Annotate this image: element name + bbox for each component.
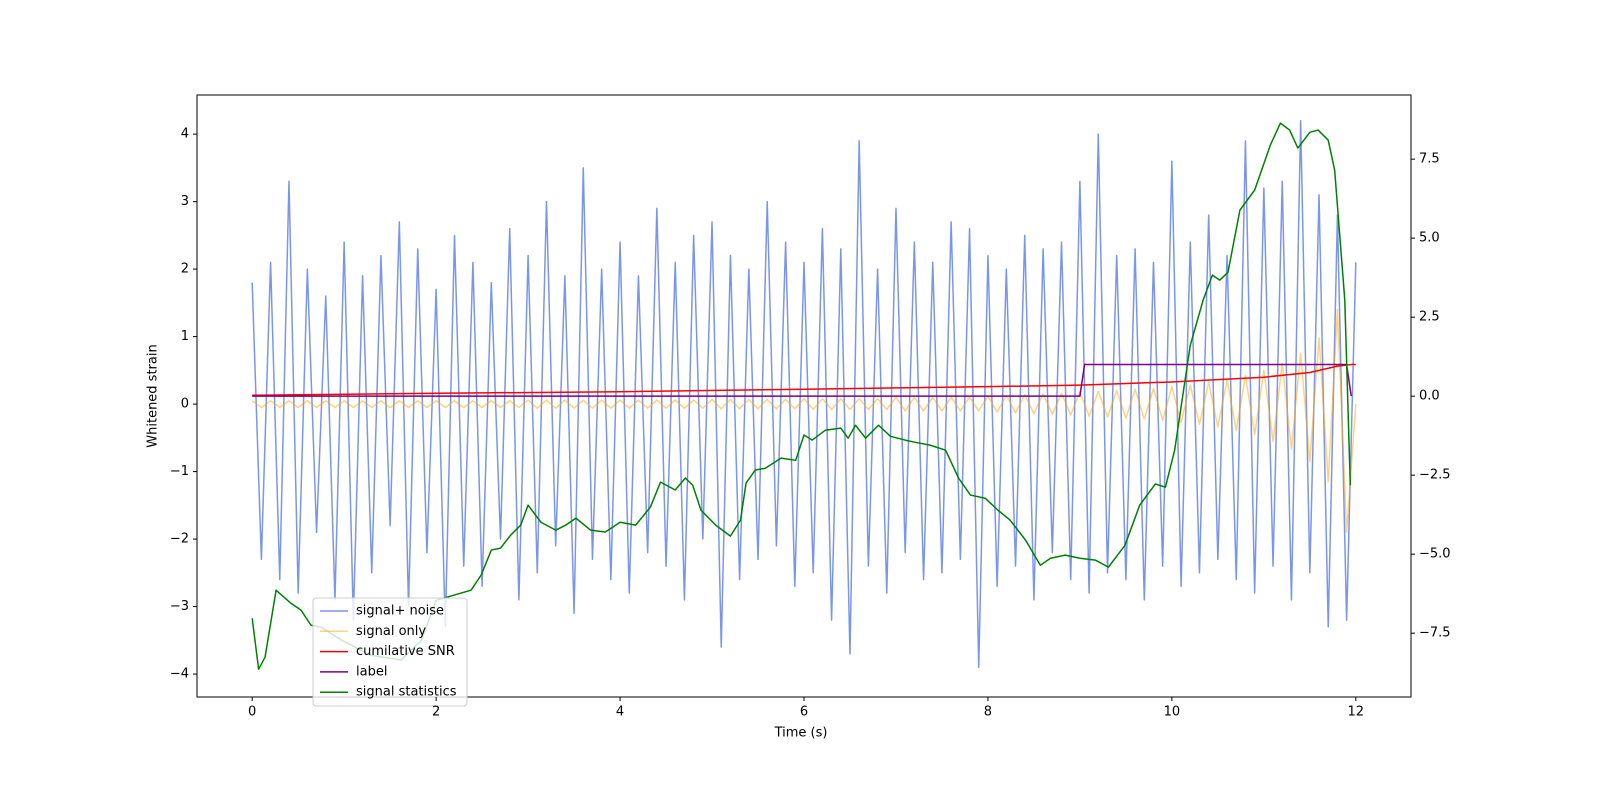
- y2-tick-label: −2.5: [1419, 468, 1451, 483]
- x-tick-label: 6: [800, 705, 808, 720]
- y-tick-label: −2: [170, 532, 189, 547]
- y-tick-label: −3: [170, 599, 189, 614]
- x-tick-label: 8: [984, 705, 992, 720]
- x-tick-label: 12: [1348, 705, 1365, 720]
- y-tick-label: 3: [181, 194, 189, 209]
- y-tick-label: 0: [181, 397, 189, 412]
- legend-label: cumilative SNR: [356, 644, 455, 659]
- legend-label: signal only: [356, 624, 426, 639]
- legend-label: label: [356, 664, 387, 679]
- x-tick-label: 10: [1164, 705, 1181, 720]
- y2-tick-label: 7.5: [1419, 152, 1440, 167]
- y-axis-label: Whitened strain: [146, 344, 161, 447]
- legend-label: signal statistics: [356, 685, 457, 700]
- series-line: [252, 363, 1356, 396]
- y2-tick-label: 2.5: [1419, 310, 1440, 325]
- x-axis-label: Time (s): [774, 726, 828, 741]
- y-tick-label: 4: [181, 127, 189, 142]
- y2-tick-label: 5.0: [1419, 231, 1440, 246]
- y2-tick-label: −7.5: [1419, 626, 1451, 641]
- y2-tick-label: −5.0: [1419, 547, 1451, 562]
- series-line: [251, 119, 1357, 669]
- series-line: [251, 308, 1357, 534]
- y-tick-label: 2: [181, 262, 189, 277]
- y-tick-label: −1: [170, 464, 189, 479]
- series-line: [251, 122, 1352, 670]
- legend-frame: [312, 597, 468, 707]
- x-tick-label: 4: [616, 705, 624, 720]
- x-tick-label: 2: [432, 705, 440, 720]
- series-line: [252, 363, 1352, 397]
- legend-label: signal+ noise: [356, 604, 444, 619]
- x-tick-label: 0: [248, 705, 256, 720]
- legend: signal+ noise signal only cumilative SNR la…: [312, 597, 468, 707]
- plot-area: [251, 119, 1357, 670]
- y-tick-label: 1: [181, 329, 189, 344]
- y2-tick-label: 0.0: [1419, 389, 1440, 404]
- y-tick-label: −4: [170, 667, 189, 682]
